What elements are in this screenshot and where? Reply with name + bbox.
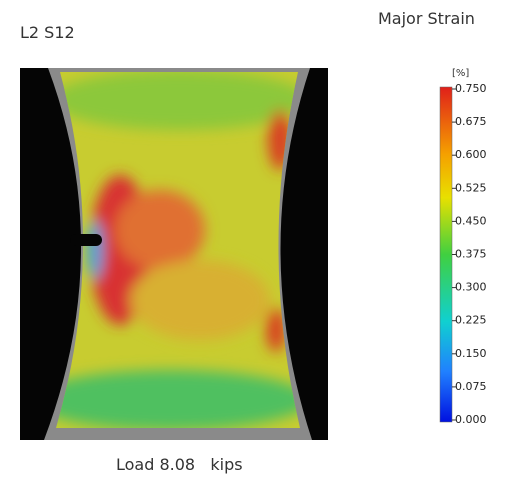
tick-label: 0.525 — [455, 181, 487, 194]
tick-label: 0.450 — [455, 214, 487, 227]
tick-label: 0.675 — [455, 115, 487, 128]
tick-label: 0.375 — [455, 248, 487, 261]
tick-label: 0.225 — [455, 314, 487, 327]
title: L2 S12 — [20, 23, 75, 42]
tick-label: 0.300 — [455, 281, 487, 294]
tick-label: 0.150 — [455, 347, 487, 360]
tick-label: 0.750 — [455, 82, 487, 95]
colorbar-unit: [%] — [452, 68, 469, 79]
tick-label: 0.075 — [455, 380, 487, 393]
caption: Load 8.08 kips — [116, 455, 243, 474]
colorbar — [439, 86, 453, 423]
tick-label: 0.600 — [455, 148, 487, 161]
tick-label: 0.000 — [455, 413, 487, 426]
notch — [70, 234, 102, 246]
strain-field — [56, 72, 300, 428]
quantity: Major Strain — [378, 9, 475, 28]
